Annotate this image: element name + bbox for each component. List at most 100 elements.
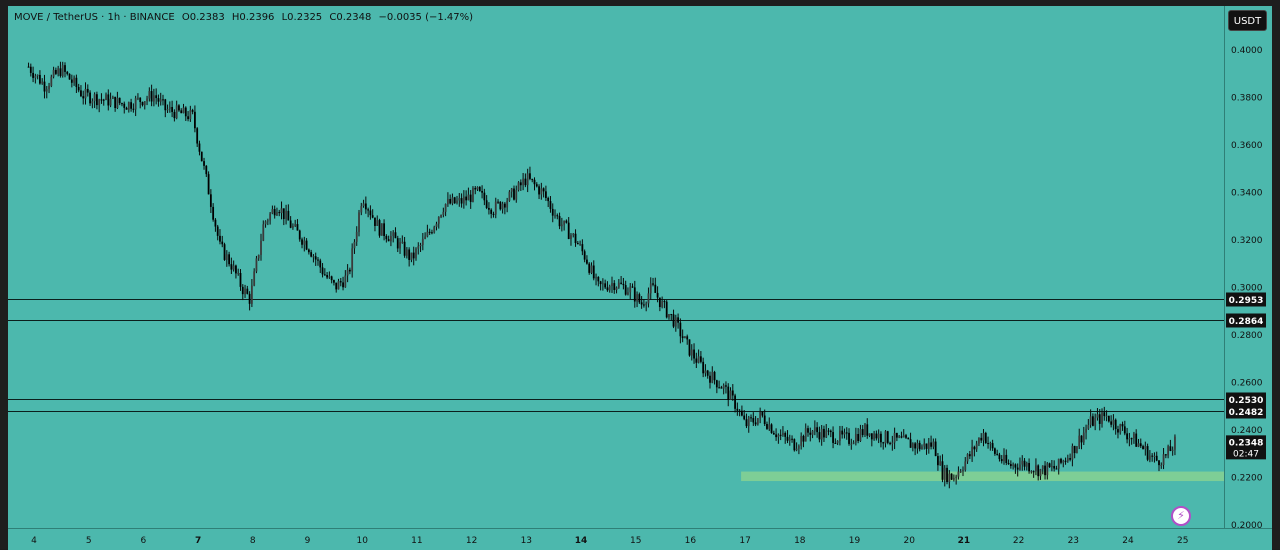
candle-body [884,431,887,444]
candle-body [850,443,853,445]
candle-body [114,96,117,109]
candle-body [437,216,440,224]
candle-body [583,251,586,260]
candle-body [1103,412,1106,417]
candle-body [722,385,725,389]
candle-body [519,182,522,186]
x-tick-13: 17 [739,536,750,546]
candle-body [152,95,155,102]
time-axis[interactable] [8,528,1272,550]
candle-body [237,273,240,275]
candle-body [1112,419,1115,425]
candle-body [175,105,178,119]
high-value: H0.2396 [231,12,275,23]
candle-body [219,235,221,242]
candle-body [859,429,862,442]
candle-body [1089,416,1092,425]
candle-body [330,276,333,281]
candle-body [460,198,463,204]
candle-body [720,387,723,389]
candle-body [1094,417,1097,426]
candle-body [795,448,798,451]
candle-body [132,108,135,110]
candle-body [937,456,939,466]
candle-body [412,252,415,259]
candle-body [98,99,101,106]
candle-body [533,179,536,185]
candle-body [1005,454,1008,463]
candle-body [991,443,994,449]
candle-body [157,98,160,102]
candle-body [1123,426,1126,434]
candle-body [793,439,796,451]
candle-body [1096,414,1099,418]
candle-body [927,442,930,449]
candle-body [864,424,866,436]
candle-body [273,209,276,216]
candle-body [127,102,130,110]
candle-body [572,233,575,236]
candle-body [319,260,322,268]
candle-body [143,101,146,106]
candle-body [647,293,650,304]
candle-body [492,213,495,215]
candle-body [1012,464,1015,467]
candle-body [328,276,331,278]
flash-icon[interactable]: ⚡ [1171,506,1191,526]
candle-body [485,200,488,208]
candle-body [943,467,946,480]
candle-body [232,265,235,270]
candle-body [93,94,96,102]
candle-body [52,69,55,77]
candle-body [1044,465,1046,476]
candle-body [257,254,260,259]
candle-body [50,76,53,86]
candle-body [542,188,545,192]
candle-body [244,288,246,295]
candle-body [1078,435,1081,447]
candle-body [574,233,577,243]
candle-body [508,191,511,201]
candle-body [155,95,158,99]
candle-body [825,430,828,438]
candle-body [374,217,376,226]
candle-body [515,190,518,200]
candle-body [91,101,94,104]
candle-body [446,198,449,205]
candle-body [567,222,570,239]
candle-body [34,75,37,78]
candle-body [96,94,98,106]
candle-body [852,442,855,444]
candle-body [674,317,677,327]
candle-body [271,209,274,214]
candle-body [529,173,531,179]
candle-body [914,443,917,449]
candle-body [449,198,452,204]
candle-body [180,110,183,114]
candle-body [476,186,479,190]
candle-body [141,102,144,106]
candle-body [146,98,148,102]
candle-body [105,94,107,101]
candle-body [444,204,447,212]
currency-button[interactable]: USDT [1228,10,1267,31]
level-label-2: 0.2530 [1229,396,1264,406]
candle-body [1121,424,1124,427]
chart-pane[interactable] [8,6,1224,528]
candle-body [385,235,388,240]
candle-body [164,99,167,111]
close-value: C0.2348 [329,12,372,23]
candle-body [643,304,645,306]
candle-body [797,445,800,449]
candle-body [82,96,85,99]
candle-body [1128,438,1131,440]
candle-body [656,292,659,298]
candle-body [134,98,137,110]
candle-body [191,110,194,112]
candle-body [478,186,481,191]
candle-body [1158,460,1160,466]
candle-body [886,431,889,443]
candle-body [998,454,1001,460]
candle-body [1053,465,1056,469]
